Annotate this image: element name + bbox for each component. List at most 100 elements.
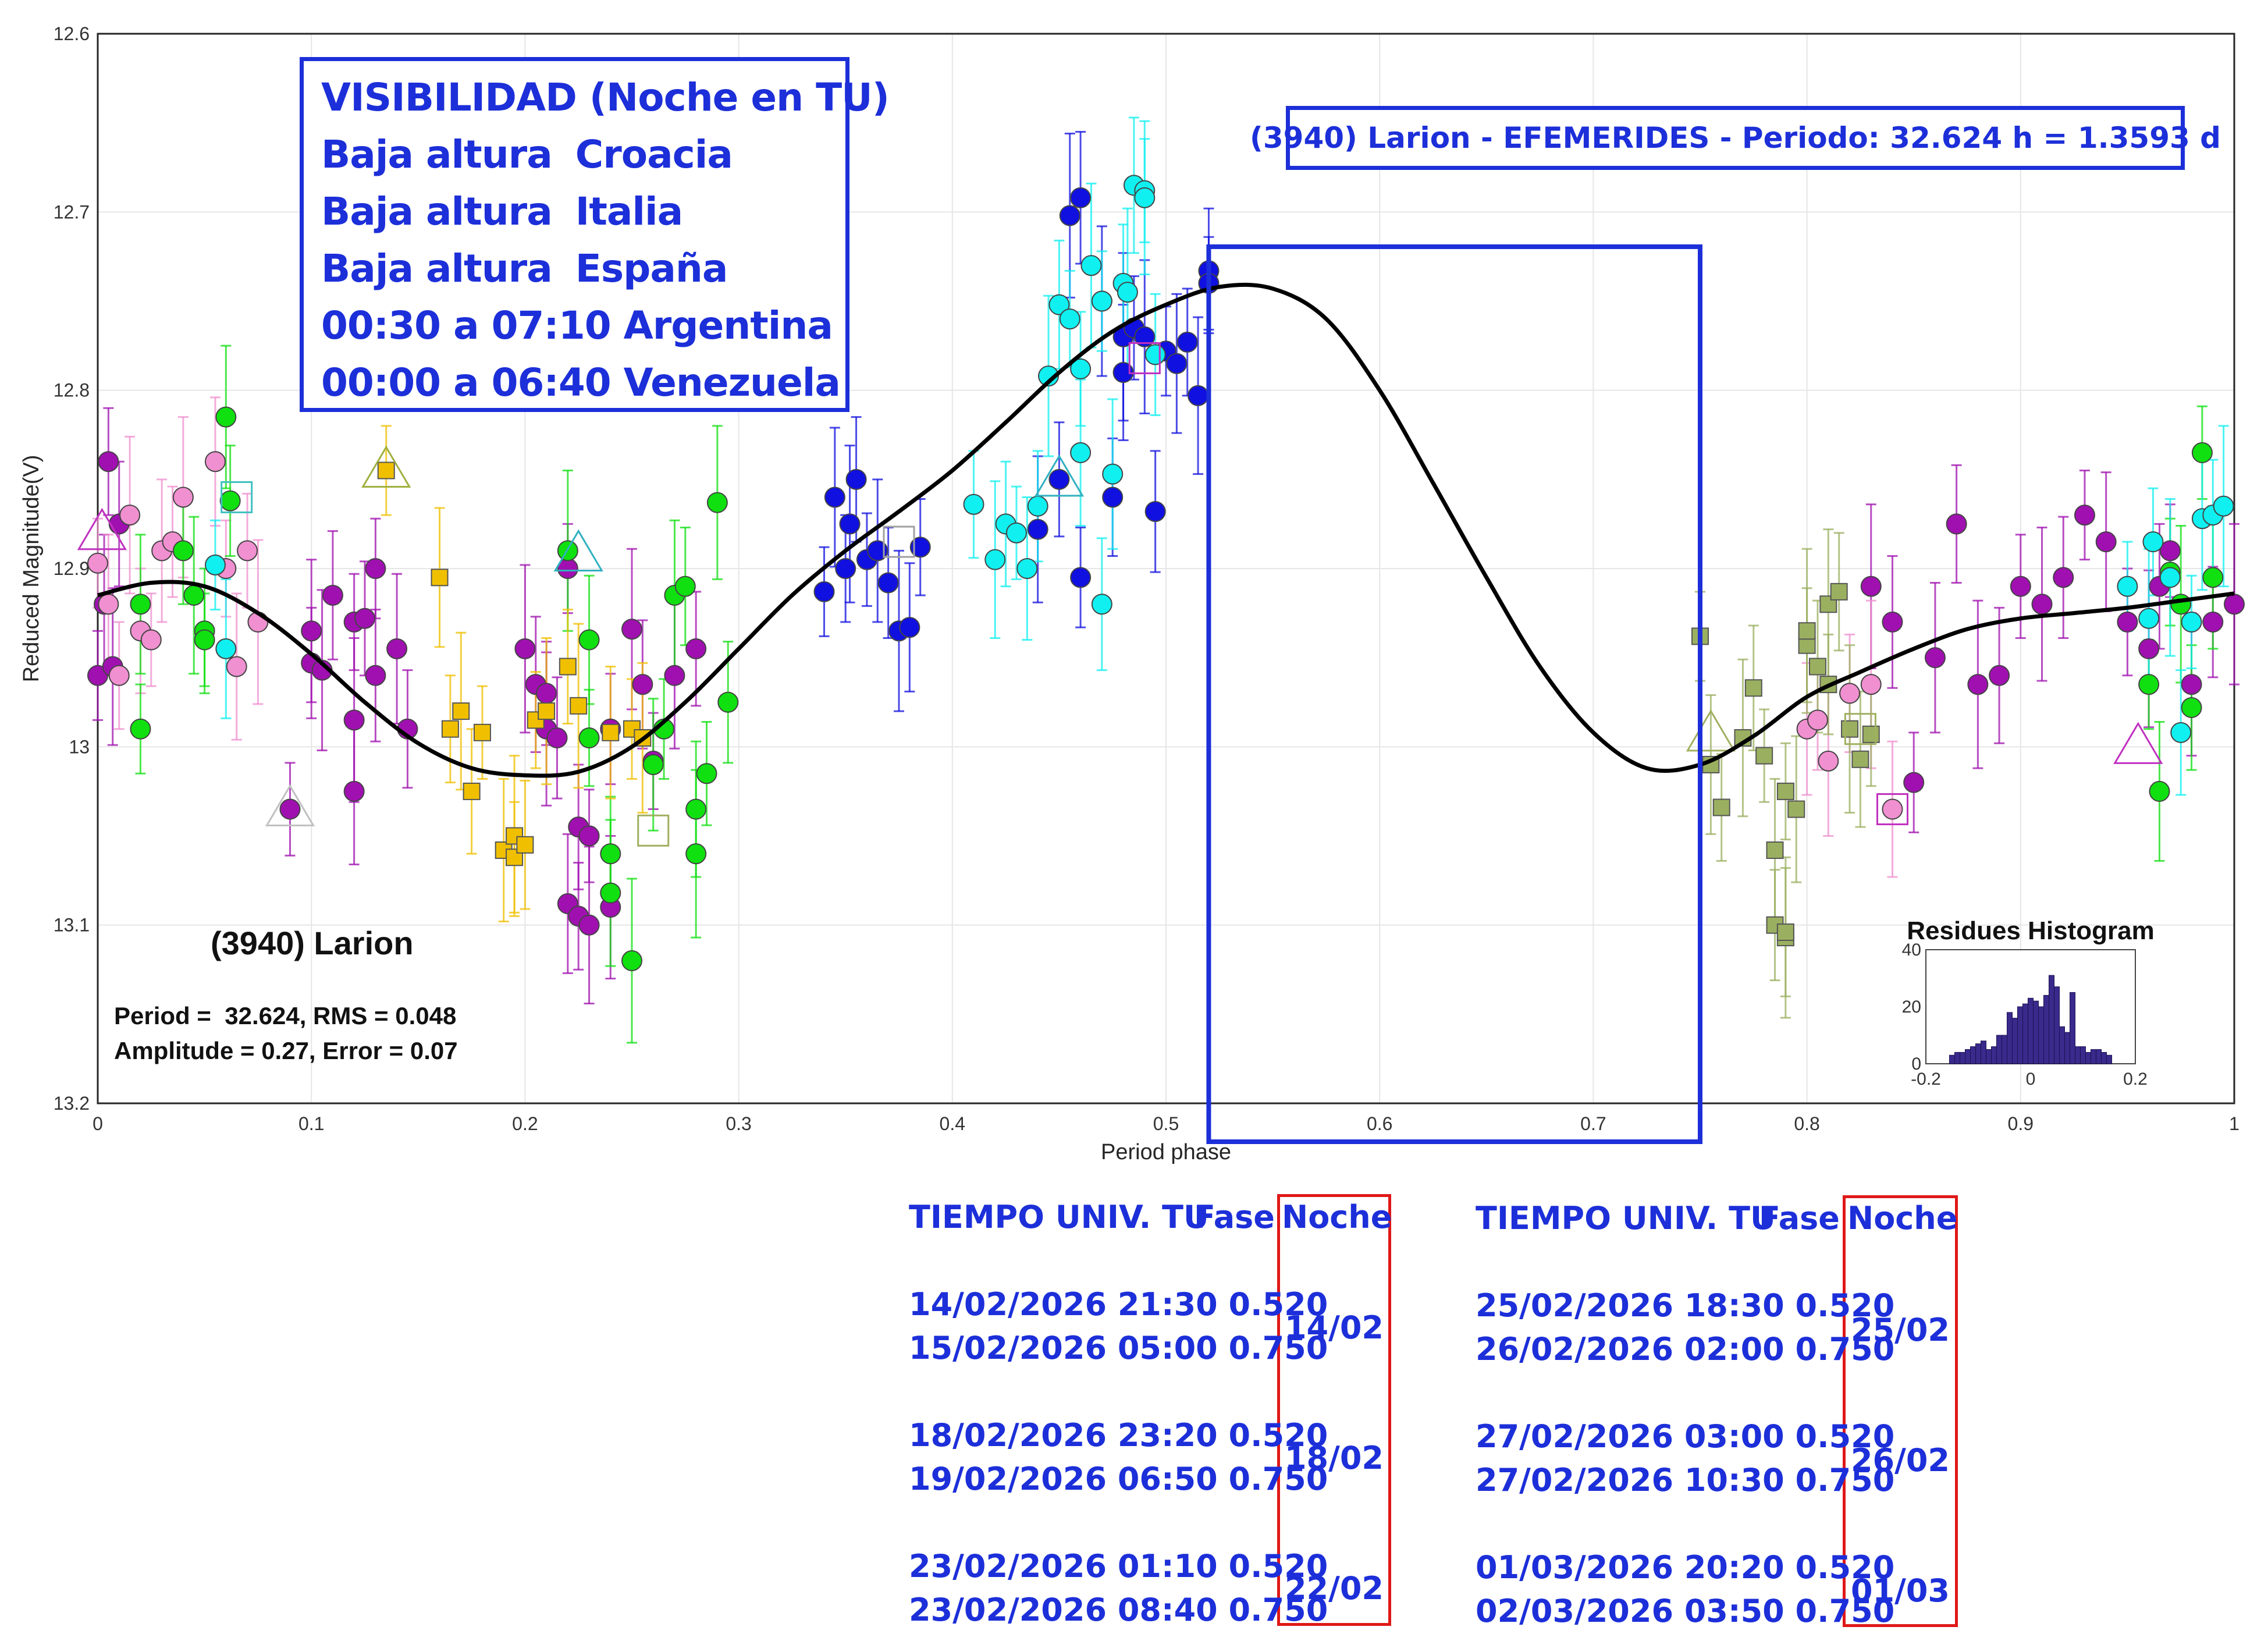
data-point-cyan [1048, 294, 1070, 315]
data-point-magenta [322, 584, 343, 606]
histogram-x-tick: 0.2 [2123, 1070, 2148, 1089]
table-row: 14/02/2026 21:30 0.520 [909, 1286, 1328, 1323]
data-point-olive [1851, 750, 1869, 768]
histogram-bar [1960, 1052, 1965, 1064]
ephemeris-title: (3940) Larion - EFEMERIDES - Periodo: 32… [1250, 121, 2221, 155]
data-point-cyan [1070, 358, 1092, 379]
data-point-magenta [301, 620, 322, 642]
data-point-blue [1176, 331, 1198, 353]
x-tick-label: 0.4 [940, 1113, 965, 1134]
x-tick-label: 0.6 [1367, 1113, 1392, 1134]
night-value: 26/02 [1850, 1442, 1950, 1479]
histogram-bar [2106, 1054, 2112, 1064]
data-point-magenta [621, 619, 642, 640]
x-tick-label: 0.9 [2008, 1113, 2034, 1134]
open-triangle-marker [265, 784, 315, 827]
data-point-yellow [463, 782, 481, 800]
visibility-time-venezuela: 00:00 a 06:40 Venezuela [321, 360, 841, 405]
visibility-row-label: Baja altura [321, 132, 553, 177]
object-label: (3940) Larion [211, 925, 414, 961]
data-point-pink [237, 540, 258, 562]
table-left-head-time: TIEMPO UNIV. TU [909, 1199, 1209, 1235]
data-point-magenta [2031, 594, 2053, 615]
visibility-title: VISIBILIDAD (Noche en TU) [321, 75, 890, 120]
data-point-pink [87, 552, 108, 574]
data-point-cyan [2159, 567, 2181, 588]
data-point-magenta [1989, 665, 2010, 686]
histogram-bars [1949, 975, 2112, 1064]
histogram-bar [1986, 1049, 1992, 1064]
data-point-green [621, 950, 642, 971]
stats-line-2: Amplitude = 0.27, Error = 0.07 [114, 1037, 458, 1064]
data-point-blue [835, 558, 856, 579]
open-square-marker [1844, 713, 1876, 745]
data-point-yellow [559, 658, 577, 676]
histogram-bar [2096, 1049, 2102, 1064]
data-point-cyan [1027, 495, 1048, 517]
visibility-row: Baja altura España [321, 240, 845, 297]
data-point-yellow [538, 702, 556, 720]
visibility-row-place: Italia [575, 189, 683, 234]
data-point-blue [1102, 486, 1124, 508]
table-row: 23/02/2026 08:40 0.750 [909, 1592, 1328, 1628]
data-point-magenta [2138, 638, 2160, 659]
night-value: 18/02 [1284, 1440, 1384, 1476]
open-square-marker [1876, 793, 1908, 826]
data-point-magenta [685, 638, 707, 659]
histogram-bar [1970, 1046, 1976, 1064]
table-left-head-phase: Fase [1194, 1199, 1275, 1235]
histogram-bar [2070, 992, 2075, 1064]
table-row: 27/02/2026 03:00 0.520 [1476, 1418, 1895, 1455]
visibility-time-argentina: 00:30 a 07:10 Argentina [321, 303, 833, 348]
data-point-magenta [365, 665, 386, 686]
data-point-green [696, 763, 717, 784]
data-point-blue [867, 540, 888, 562]
table-right-night-box [1843, 1195, 1958, 1627]
data-point-olive [1787, 800, 1805, 818]
histogram-bar [2049, 975, 2054, 1064]
data-point-pink [140, 629, 162, 651]
data-point-green [685, 843, 707, 865]
night-value: 14/02 [1284, 1309, 1384, 1346]
table-right-head-phase: Fase [1759, 1200, 1840, 1237]
histogram-bar [2080, 1046, 2086, 1064]
data-point-yellow [441, 720, 459, 738]
data-point-yellow [602, 723, 620, 741]
table-left-night-box [1277, 1194, 1391, 1626]
table-row: 25/02/2026 18:30 0.520 [1476, 1287, 1895, 1324]
open-triangle-marker [1034, 454, 1085, 497]
x-tick-label: 0.1 [298, 1113, 324, 1134]
y-tick-label: 12.7 [54, 201, 90, 222]
data-point-magenta [578, 914, 600, 936]
data-point-yellow [452, 702, 470, 720]
data-point-green [2149, 780, 2170, 802]
x-tick-label: 0 [93, 1113, 103, 1134]
x-tick-label: 0.3 [726, 1113, 751, 1134]
data-point-magenta [2074, 505, 2095, 526]
histogram-bar [1981, 1040, 1986, 1064]
table-row: 18/02/2026 23:20 0.520 [909, 1417, 1328, 1454]
data-point-magenta [546, 727, 568, 749]
histogram-bar [2007, 1012, 2013, 1064]
data-point-green [717, 691, 739, 713]
data-point-pink [1839, 683, 1861, 704]
data-point-pink [204, 451, 226, 473]
data-point-magenta [343, 709, 365, 731]
histogram-bar [2059, 1026, 2065, 1064]
x-tick-label: 0.7 [1580, 1113, 1606, 1134]
data-point-magenta [1903, 772, 1925, 793]
x-tick-labels: 0 0.1 0.2 0.3 0.4 0.5 0.6 0.7 0.8 0.9 1 [93, 1113, 2239, 1134]
data-point-cyan [2181, 611, 2202, 633]
y-axis-label: Reduced Magnitude(V) [19, 455, 44, 683]
data-point-green [130, 594, 151, 615]
data-point-pink [98, 594, 119, 615]
data-point-olive [1830, 583, 1848, 601]
data-point-green [578, 629, 600, 651]
data-point-blue [877, 572, 899, 594]
data-point-olive [1798, 622, 1816, 640]
data-point-pink [226, 656, 247, 677]
data-point-magenta [514, 638, 536, 659]
data-point-yellow [473, 723, 491, 741]
histogram-bar [1991, 1046, 1997, 1064]
